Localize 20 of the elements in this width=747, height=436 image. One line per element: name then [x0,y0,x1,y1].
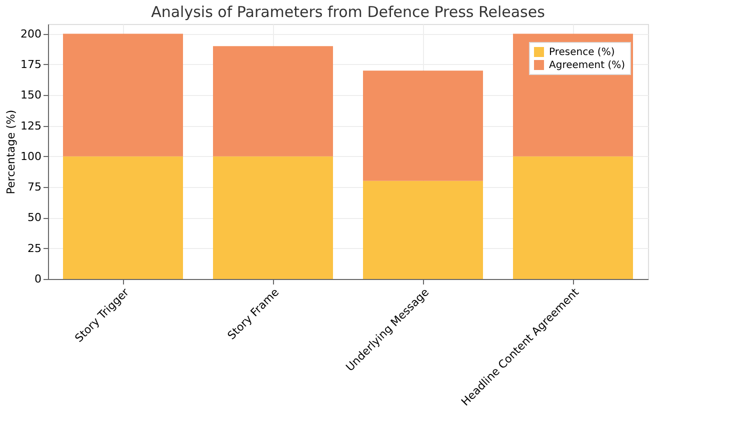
chart-title: Analysis of Parameters from Defence Press Releases [151,3,546,21]
y-tick-label: 150 [20,88,42,102]
y-tick-label: 125 [20,119,42,132]
bar [363,180,483,279]
legend-label: Agreement (%) [549,60,626,71]
y-tick-label: 200 [20,27,42,40]
y-tick-label: 50 [28,211,42,224]
bar [513,156,633,279]
bar [213,156,333,279]
y-axis-title: Percentage (%) [4,110,18,194]
y-tick-label: 175 [20,58,42,71]
bar [213,46,333,156]
y-tick-label: 75 [28,180,42,194]
bar [363,70,483,181]
bar [63,156,183,279]
y-tick-label: 25 [28,242,42,255]
bar [63,34,183,156]
y-tick-label: 0 [34,272,42,286]
legend-label: Presence (%) [549,47,615,58]
y-tick-label: 100 [20,150,42,163]
